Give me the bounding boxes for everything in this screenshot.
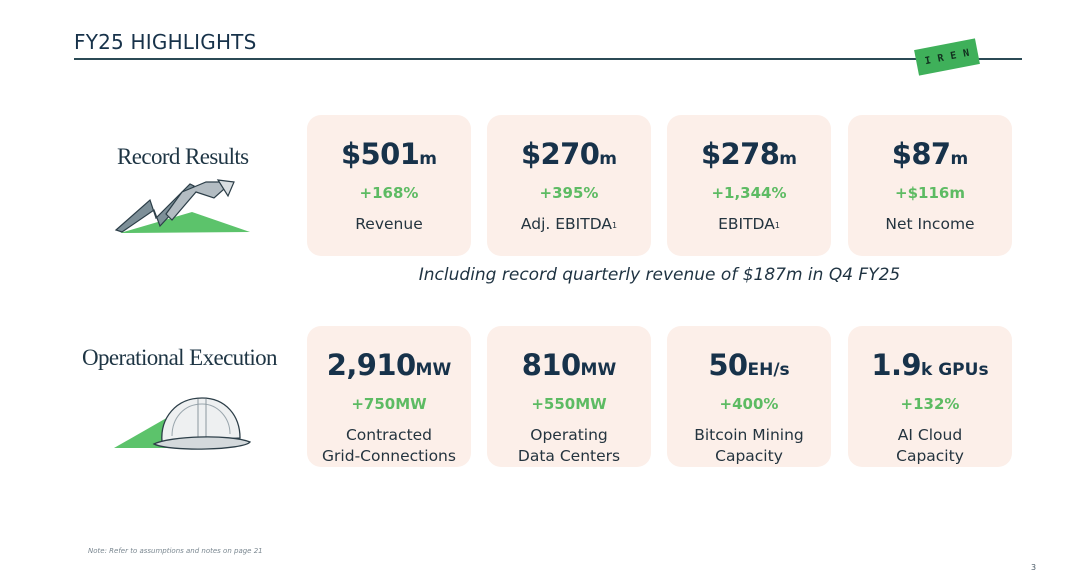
page-title: FY25 HIGHLIGHTS: [74, 30, 257, 54]
kpi-description: Net Income: [885, 215, 975, 233]
kpi-delta: +750MW: [351, 395, 427, 413]
rising-arrow-chart-illustration: [114, 179, 250, 233]
footnote-marker: 1: [774, 221, 780, 230]
kpi-card-ai-cloud: 1.9k GPUs +132% AI Cloud Capacity: [848, 326, 1012, 467]
kpi-value: 1.9: [871, 348, 921, 382]
footnote: Note: Refer to assumptions and notes on …: [88, 547, 263, 555]
kpi-unit: MW: [415, 360, 452, 380]
kpi-description-line2: Capacity: [896, 447, 964, 465]
kpi-description-line1: Operating: [530, 426, 608, 444]
kpi-unit: MW: [580, 360, 617, 380]
kpi-card-data-centers: 810MW +550MW Operating Data Centers: [487, 326, 651, 467]
kpi-unit: k GPUs: [921, 360, 989, 380]
quarterly-revenue-highlight: Including record quarterly revenue of $1…: [418, 265, 901, 285]
title-divider: [74, 58, 1022, 60]
kpi-card-bitcoin-mining: 50EH/s +400% Bitcoin Mining Capacity: [667, 326, 831, 467]
kpi-card-net-income: $87m +$116m Net Income: [848, 115, 1012, 256]
footnote-marker: 1: [611, 221, 618, 230]
kpi-delta: +395%: [539, 184, 599, 202]
kpi-unit: m: [779, 149, 798, 169]
kpi-card-revenue: $501m +168% Revenue: [307, 115, 471, 256]
kpi-value: $278: [700, 137, 780, 171]
kpi-delta: +168%: [359, 184, 419, 202]
kpi-unit: m: [599, 149, 618, 169]
kpi-card-ebitda: $278m +1,344% EBITDA1: [667, 115, 831, 256]
kpi-value: $270: [520, 137, 600, 171]
kpi-unit: m: [419, 149, 438, 169]
kpi-value: $87: [891, 137, 951, 171]
kpi-card-adj-ebitda: $270m +395% Adj. EBITDA1: [487, 115, 651, 256]
kpi-delta: +1,344%: [711, 184, 787, 202]
kpi-delta: +132%: [900, 395, 960, 413]
iren-logo: IREN: [914, 38, 980, 76]
kpi-delta: +550MW: [531, 395, 607, 413]
hard-hat-illustration: [114, 397, 252, 450]
section-label-record-results: Record Results: [117, 144, 249, 169]
kpi-value: 810: [521, 348, 581, 382]
kpi-delta: +$116m: [895, 184, 965, 202]
kpi-unit: EH/s: [747, 360, 790, 380]
kpi-description-line1: Contracted: [345, 426, 433, 444]
kpi-value: 50: [708, 348, 748, 382]
section-label-operational-execution: Operational Execution: [82, 345, 278, 370]
page-number: 3: [1031, 563, 1037, 572]
kpi-unit: m: [950, 149, 969, 169]
kpi-description: Adj. EBITDA: [520, 215, 612, 233]
kpi-card-grid-connections: 2,910MW +750MW Contracted Grid-Connection…: [307, 326, 471, 467]
kpi-value: $501: [340, 137, 420, 171]
kpi-value: 2,910: [326, 348, 416, 382]
kpi-delta: +400%: [719, 395, 779, 413]
kpi-description-line1: AI Cloud: [897, 426, 963, 444]
logo-text: IREN: [923, 45, 978, 67]
kpi-description-line2: Capacity: [715, 447, 783, 465]
kpi-description-line2: Data Centers: [517, 447, 621, 465]
kpi-description: EBITDA: [718, 215, 775, 233]
kpi-description-line1: Bitcoin Mining: [694, 426, 804, 444]
kpi-description-line2: Grid-Connections: [322, 447, 456, 465]
kpi-description: Revenue: [355, 215, 423, 233]
